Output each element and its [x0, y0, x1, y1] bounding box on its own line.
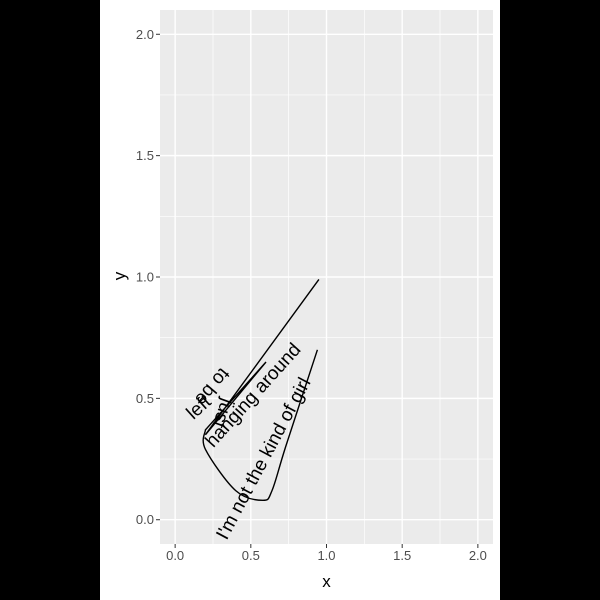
major-gridlines: [160, 10, 493, 544]
x-tick-label: 1.5: [393, 548, 411, 563]
y-axis: 0.0 0.5 1.0 1.5 2.0: [136, 27, 160, 527]
chart-figure: I'm not the kind of girl to be left just han…: [100, 0, 500, 600]
x-tick-label: 0.5: [242, 548, 260, 563]
x-tick-label: 2.0: [469, 548, 487, 563]
x-axis-title: x: [322, 572, 331, 591]
data-layer: [202, 278, 320, 502]
y-tick-label: 1.5: [136, 148, 154, 163]
x-tick-label: 0.0: [166, 548, 184, 563]
y-tick-label: 1.0: [136, 270, 154, 285]
x-axis: 0.0 0.5 1.0 1.5 2.0: [166, 544, 487, 563]
y-tick-label: 2.0: [136, 27, 154, 42]
data-path-line: [202, 278, 320, 502]
y-tick-label: 0.0: [136, 512, 154, 527]
y-tick-label: 0.5: [136, 391, 154, 406]
y-axis-title: y: [110, 271, 129, 280]
x-tick-label: 1.0: [317, 548, 335, 563]
